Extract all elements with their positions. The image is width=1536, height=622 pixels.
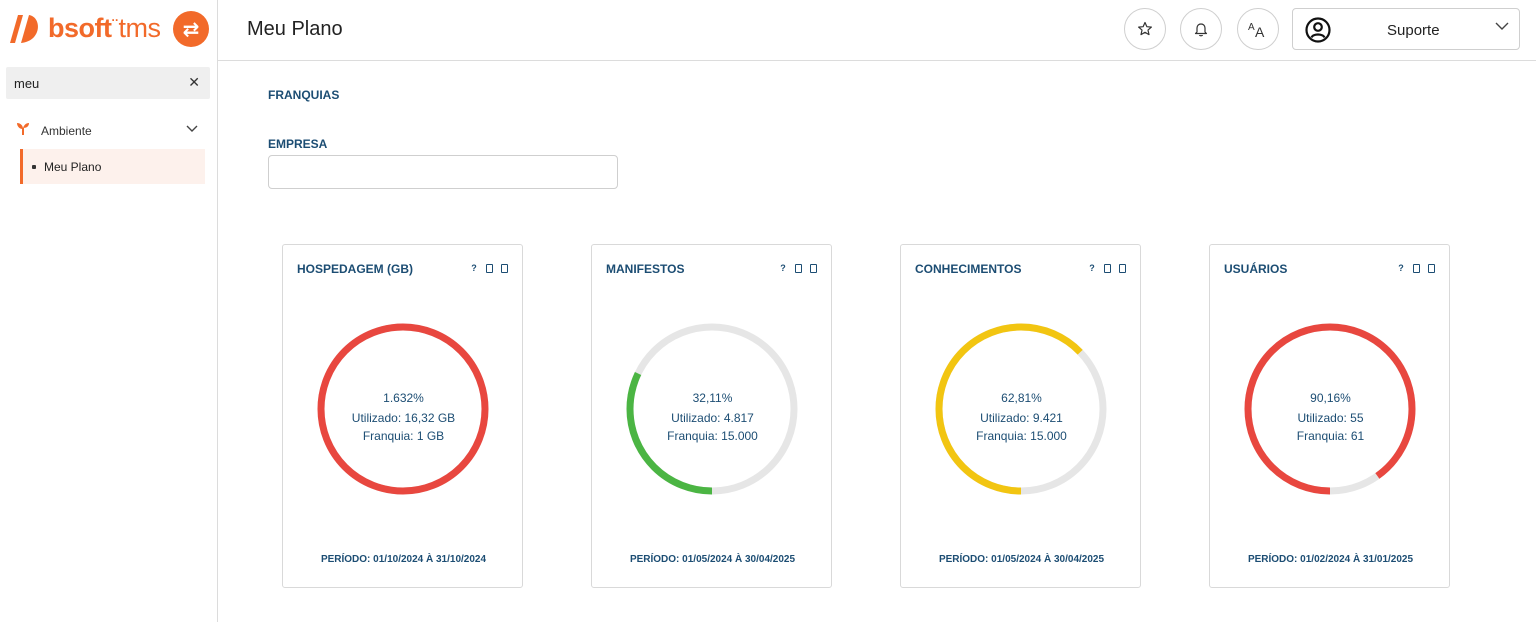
usage-card: MANIFESTOS ? 32,11% Utilizado: 4.817 Fra… (591, 244, 832, 588)
help-icon[interactable]: ? (780, 263, 786, 273)
card-tools: ? (1397, 263, 1435, 273)
usage-used: Utilizado: 55 (1297, 411, 1364, 425)
usage-percent: 1.632% (383, 391, 424, 405)
logo-text: bsoft··tms (48, 13, 161, 43)
usage-gauge (1244, 323, 1416, 495)
usage-card: USUÁRIOS ? 90,16% Utilizado: 55 Franquia… (1209, 244, 1450, 588)
help-icon[interactable]: ? (1398, 263, 1404, 273)
help-icon[interactable]: ? (471, 263, 477, 273)
page-title: Meu Plano (247, 18, 343, 40)
export-icon[interactable] (501, 263, 508, 273)
notifications-button[interactable] (1180, 8, 1222, 50)
svg-text:A: A (1255, 24, 1265, 39)
clear-search-icon[interactable]: ✕ (188, 74, 200, 90)
card-title: HOSPEDAGEM (GB) (297, 262, 414, 276)
brand-mark-icon (10, 15, 38, 43)
usage-card: CONHECIMENTOS ? 62,81% Utilizado: 9.421 … (900, 244, 1141, 588)
copy-icon[interactable] (1104, 263, 1111, 273)
chevron-down-icon (1495, 22, 1509, 30)
gauge-value-arc (317, 323, 489, 495)
usage-used: Utilizado: 4.817 (671, 411, 754, 425)
usage-percent: 90,16% (1310, 391, 1351, 405)
switch-app-icon[interactable]: ⇄ (173, 11, 209, 47)
logo[interactable]: bsoft··tms ⇄ (8, 9, 213, 47)
gauge-value-arc (935, 323, 1107, 495)
usage-franchise: Franquia: 15.000 (976, 429, 1067, 443)
usage-period: PERÍODO: 01/02/2024 À 31/01/2025 (1247, 554, 1414, 565)
favorite-button[interactable] (1124, 8, 1166, 50)
card-tools: ? (1088, 263, 1126, 273)
usage-gauge (317, 323, 489, 495)
export-icon[interactable] (1428, 263, 1435, 273)
usage-percent: 32,11% (692, 391, 733, 405)
card-title: MANIFESTOS (606, 262, 685, 276)
gauge-value-arc (1244, 323, 1416, 495)
usage-franchise: Franquia: 15.000 (667, 429, 758, 443)
empresa-label: EMPRESA (268, 137, 328, 151)
sidebar-group-label: Ambiente (41, 124, 92, 138)
export-icon[interactable] (1119, 263, 1126, 273)
user-avatar-icon (1305, 17, 1331, 43)
sidebar-group-ambiente[interactable]: Ambiente (14, 120, 204, 142)
translate-icon: A A (1248, 22, 1265, 39)
export-icon[interactable] (810, 263, 817, 273)
usage-period: PERÍODO: 01/05/2024 À 30/04/2025 (938, 554, 1105, 565)
gauge-value-arc (626, 323, 798, 495)
user-name: Suporte (1387, 22, 1440, 39)
svg-text:A: A (1248, 22, 1255, 33)
menu-search-input[interactable] (6, 67, 181, 99)
bullet-icon (32, 165, 36, 169)
usage-period: PERÍODO: 01/10/2024 À 31/10/2024 (320, 554, 487, 565)
usage-period: PERÍODO: 01/05/2024 À 30/04/2025 (629, 554, 796, 565)
star-icon (1138, 21, 1152, 36)
usage-gauge (626, 323, 798, 495)
sprout-icon (17, 123, 29, 135)
empresa-field[interactable] (268, 155, 618, 189)
card-tools: ? (779, 263, 817, 273)
franquias-heading: FRANQUIAS (268, 88, 340, 102)
card-title: CONHECIMENTOS (915, 262, 1022, 276)
usage-gauge (935, 323, 1107, 495)
usage-franchise: Franquia: 1 GB (362, 429, 445, 443)
usage-used: Utilizado: 9.421 (980, 411, 1063, 425)
sidebar: bsoft··tms ⇄ ✕ Ambiente Meu Plano (0, 0, 218, 622)
user-menu-button[interactable]: Suporte (1292, 8, 1520, 50)
language-button[interactable]: A A (1237, 8, 1279, 50)
copy-icon[interactable] (1413, 263, 1420, 273)
usage-franchise: Franquia: 61 (1296, 429, 1365, 443)
card-title: USUÁRIOS (1224, 262, 1288, 276)
copy-icon[interactable] (486, 263, 493, 273)
usage-percent: 62,81% (1001, 391, 1042, 405)
sidebar-item-label: Meu Plano (44, 160, 102, 174)
chevron-down-icon (186, 125, 198, 132)
usage-used: Utilizado: 16,32 GB (351, 411, 456, 425)
menu-search: ✕ (6, 67, 210, 99)
help-icon[interactable]: ? (1089, 263, 1095, 273)
bell-icon (1194, 23, 1208, 37)
sidebar-item-meu-plano[interactable]: Meu Plano (20, 149, 205, 184)
top-header: Meu Plano A A Suporte (218, 0, 1536, 61)
copy-icon[interactable] (795, 263, 802, 273)
usage-card: HOSPEDAGEM (GB) ? 1.632% Utilizado: 16,3… (282, 244, 523, 588)
card-tools: ? (470, 263, 508, 273)
